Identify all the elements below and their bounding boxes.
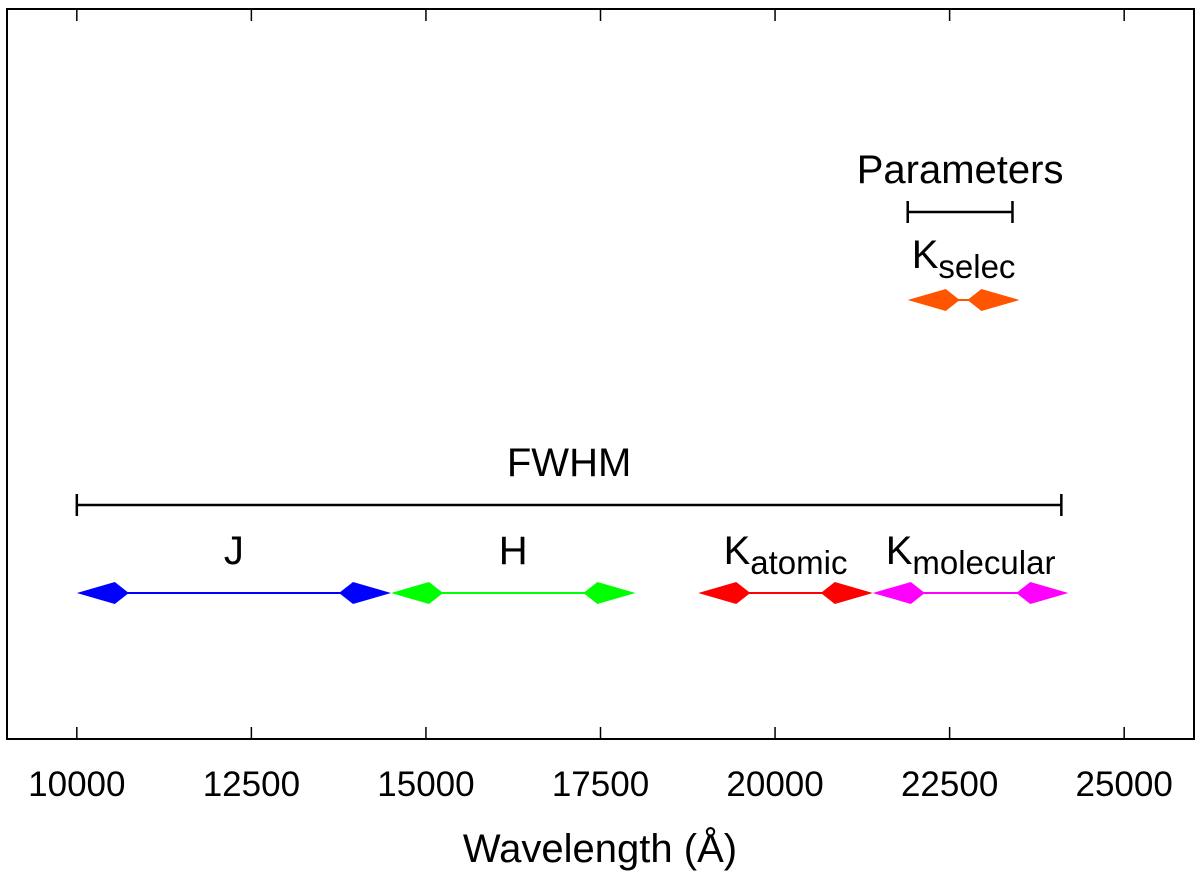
band-label-4: Kselec (912, 233, 1016, 285)
x-tick-label-5: 22500 (901, 765, 998, 804)
band-arrowhead-left-1 (391, 582, 444, 604)
x-axis-tick-labels: 10000 12500 15000 17500 20000 22500 25000 (28, 765, 1173, 804)
band-0: J (76, 529, 392, 604)
band-arrowhead-right-3 (1016, 582, 1069, 604)
band-4: Kselec (907, 233, 1020, 311)
x-tick-label-3: 17500 (552, 765, 649, 804)
band-1: H (391, 529, 636, 604)
band-label-main-1: H (499, 529, 528, 573)
band-arrowhead-right-0 (339, 582, 392, 604)
band-arrowhead-left-4 (907, 289, 960, 311)
band-label-1: H (499, 529, 528, 573)
band-arrowhead-left-3 (872, 582, 925, 604)
band-arrowhead-right-1 (583, 582, 636, 604)
band-arrowhead-right-4 (967, 289, 1020, 311)
bracket-label-1: Parameters (857, 148, 1064, 192)
x-tick-label-1: 12500 (203, 765, 300, 804)
bracket-label-0: FWHM (507, 441, 631, 485)
plot-frame (6, 8, 1195, 740)
band-label-main-4: K (912, 233, 939, 277)
x-tick-label-0: 10000 (28, 765, 125, 804)
band-3: Kmolecular (872, 529, 1069, 604)
band-label-2: Katomic (724, 529, 848, 581)
band-label-sub-2: atomic (750, 544, 847, 581)
band-arrowhead-left-0 (76, 582, 129, 604)
range-brackets: FWHM Parameters (75, 148, 1064, 516)
band-label-main-0: J (224, 529, 244, 573)
band-label-main-2: K (724, 529, 751, 573)
x-axis-label: Wavelength (Å) (463, 826, 737, 871)
band-label-main-3: K (886, 529, 913, 573)
band-label-sub-4: selec (938, 248, 1015, 285)
band-label-0: J (224, 529, 244, 573)
x-tick-label-6: 25000 (1076, 765, 1173, 804)
band-arrowhead-right-2 (820, 582, 873, 604)
band-label-sub-3: molecular (912, 544, 1055, 581)
band-arrowhead-left-2 (698, 582, 751, 604)
band-label-3: Kmolecular (886, 529, 1056, 581)
x-tick-label-4: 20000 (726, 765, 823, 804)
x-axis-ticks (76, 9, 1125, 739)
band-2: Katomic (698, 529, 873, 604)
x-tick-label-2: 15000 (377, 765, 474, 804)
